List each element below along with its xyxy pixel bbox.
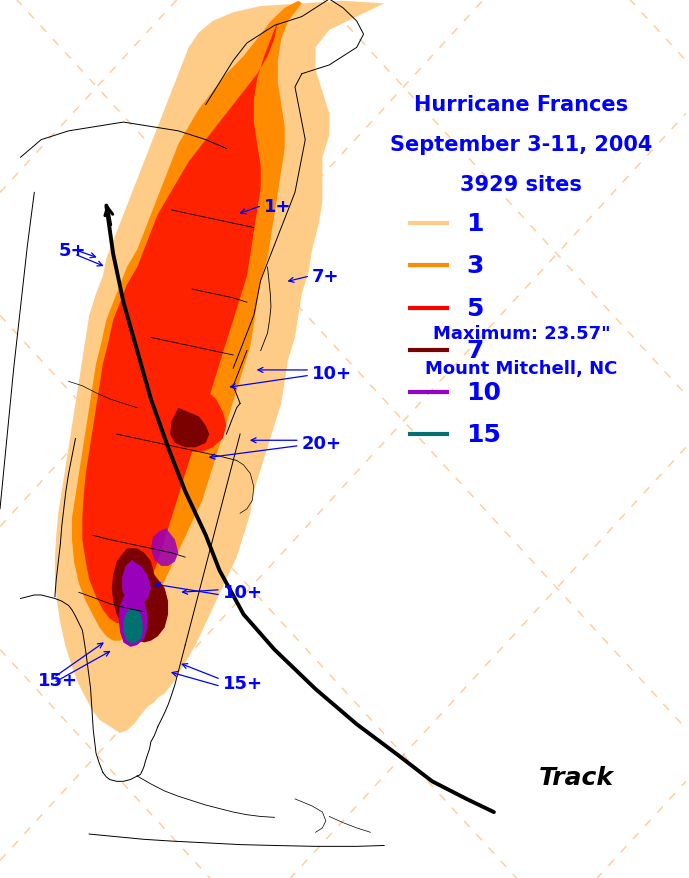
Polygon shape xyxy=(172,382,227,452)
Text: September 3-11, 2004: September 3-11, 2004 xyxy=(390,135,652,155)
Text: Track: Track xyxy=(539,765,614,789)
Text: 10+: 10+ xyxy=(223,584,263,601)
Text: 7+: 7+ xyxy=(312,268,340,285)
Text: 20+: 20+ xyxy=(302,435,342,452)
Polygon shape xyxy=(170,408,209,448)
Text: 7: 7 xyxy=(466,338,484,363)
Text: 1+: 1+ xyxy=(264,198,291,215)
Polygon shape xyxy=(112,549,168,643)
Polygon shape xyxy=(118,549,154,597)
Polygon shape xyxy=(55,2,384,733)
Text: 15+: 15+ xyxy=(223,674,263,692)
Text: 15: 15 xyxy=(466,422,502,447)
Text: 5: 5 xyxy=(466,296,484,320)
Text: 3929 sites: 3929 sites xyxy=(460,175,582,194)
Text: 15+: 15+ xyxy=(38,672,78,689)
Text: 10+: 10+ xyxy=(312,364,352,382)
Polygon shape xyxy=(151,529,178,566)
Text: 1: 1 xyxy=(466,212,484,236)
Text: Maximum: 23.57": Maximum: 23.57" xyxy=(433,325,610,342)
Polygon shape xyxy=(82,22,278,623)
Polygon shape xyxy=(72,2,302,641)
Polygon shape xyxy=(119,593,147,647)
Text: 3: 3 xyxy=(466,254,484,278)
Polygon shape xyxy=(122,560,151,606)
Polygon shape xyxy=(123,609,143,644)
Text: 5+: 5+ xyxy=(59,241,86,259)
Text: Hurricane Frances: Hurricane Frances xyxy=(414,96,628,115)
Text: 10: 10 xyxy=(466,380,502,405)
Text: Mount Mitchell, NC: Mount Mitchell, NC xyxy=(425,360,617,378)
